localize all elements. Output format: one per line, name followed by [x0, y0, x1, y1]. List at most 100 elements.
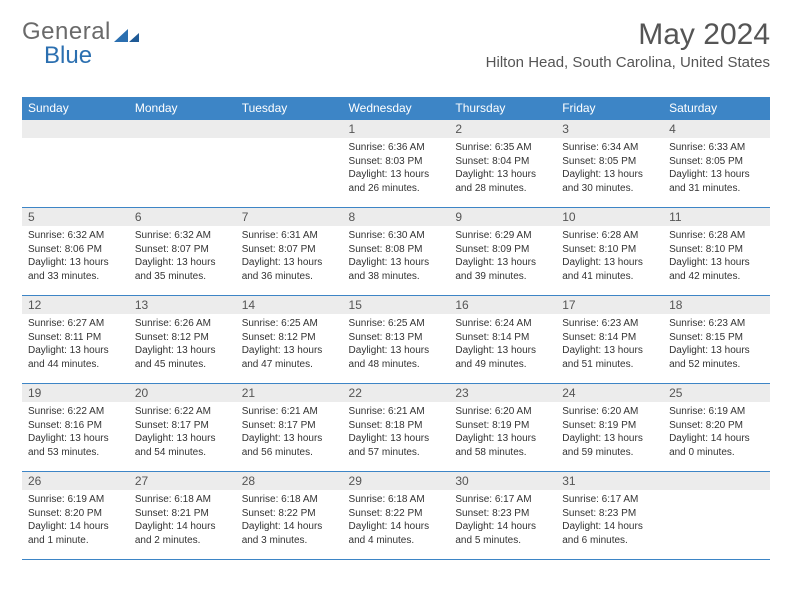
- day-number: 16: [449, 296, 556, 314]
- sunrise-line: Sunrise: 6:25 AM: [349, 317, 444, 331]
- sunset-line: Sunset: 8:06 PM: [28, 243, 123, 257]
- day-body: Sunrise: 6:20 AMSunset: 8:19 PMDaylight:…: [449, 402, 556, 463]
- calendar-empty-cell: [129, 120, 236, 208]
- day-body: Sunrise: 6:34 AMSunset: 8:05 PMDaylight:…: [556, 138, 663, 199]
- calendar-day-cell: 29Sunrise: 6:18 AMSunset: 8:22 PMDayligh…: [343, 472, 450, 560]
- sunset-line: Sunset: 8:16 PM: [28, 419, 123, 433]
- day-number: 24: [556, 384, 663, 402]
- calendar-day-cell: 15Sunrise: 6:25 AMSunset: 8:13 PMDayligh…: [343, 296, 450, 384]
- day-number: 17: [556, 296, 663, 314]
- weekday-header: Saturday: [663, 97, 770, 120]
- calendar-day-cell: 22Sunrise: 6:21 AMSunset: 8:18 PMDayligh…: [343, 384, 450, 472]
- logo-blue-text: Blue: [44, 42, 92, 70]
- sunset-line: Sunset: 8:11 PM: [28, 331, 123, 345]
- day-body: Sunrise: 6:36 AMSunset: 8:03 PMDaylight:…: [343, 138, 450, 199]
- day-body: Sunrise: 6:35 AMSunset: 8:04 PMDaylight:…: [449, 138, 556, 199]
- sunrise-line: Sunrise: 6:18 AM: [349, 493, 444, 507]
- sunset-line: Sunset: 8:19 PM: [562, 419, 657, 433]
- sunset-line: Sunset: 8:05 PM: [669, 155, 764, 169]
- sunrise-line: Sunrise: 6:17 AM: [455, 493, 550, 507]
- day-number: 11: [663, 208, 770, 226]
- day-number: 23: [449, 384, 556, 402]
- calendar-day-cell: 14Sunrise: 6:25 AMSunset: 8:12 PMDayligh…: [236, 296, 343, 384]
- day-number: 3: [556, 120, 663, 138]
- title-block: May 2024 Hilton Head, South Carolina, Un…: [486, 18, 770, 77]
- calendar-day-cell: 6Sunrise: 6:32 AMSunset: 8:07 PMDaylight…: [129, 208, 236, 296]
- daylight-line: Daylight: 13 hours and 53 minutes.: [28, 432, 123, 459]
- weekday-header: Monday: [129, 97, 236, 120]
- day-number: 9: [449, 208, 556, 226]
- day-body: Sunrise: 6:21 AMSunset: 8:18 PMDaylight:…: [343, 402, 450, 463]
- day-body: Sunrise: 6:25 AMSunset: 8:12 PMDaylight:…: [236, 314, 343, 375]
- daylight-line: Daylight: 13 hours and 28 minutes.: [455, 168, 550, 195]
- daylight-line: Daylight: 13 hours and 26 minutes.: [349, 168, 444, 195]
- sunrise-line: Sunrise: 6:34 AM: [562, 141, 657, 155]
- calendar-day-cell: 4Sunrise: 6:33 AMSunset: 8:05 PMDaylight…: [663, 120, 770, 208]
- sunset-line: Sunset: 8:08 PM: [349, 243, 444, 257]
- daylight-line: Daylight: 13 hours and 39 minutes.: [455, 256, 550, 283]
- day-body: Sunrise: 6:19 AMSunset: 8:20 PMDaylight:…: [22, 490, 129, 551]
- day-body: Sunrise: 6:19 AMSunset: 8:20 PMDaylight:…: [663, 402, 770, 463]
- calendar-day-cell: 21Sunrise: 6:21 AMSunset: 8:17 PMDayligh…: [236, 384, 343, 472]
- sunset-line: Sunset: 8:07 PM: [135, 243, 230, 257]
- sunset-line: Sunset: 8:18 PM: [349, 419, 444, 433]
- sunrise-line: Sunrise: 6:29 AM: [455, 229, 550, 243]
- weekday-header: Thursday: [449, 97, 556, 120]
- sunrise-line: Sunrise: 6:27 AM: [28, 317, 123, 331]
- sunset-line: Sunset: 8:12 PM: [242, 331, 337, 345]
- day-number: 15: [343, 296, 450, 314]
- day-body: Sunrise: 6:17 AMSunset: 8:23 PMDaylight:…: [449, 490, 556, 551]
- sunrise-line: Sunrise: 6:18 AM: [135, 493, 230, 507]
- day-body: Sunrise: 6:32 AMSunset: 8:07 PMDaylight:…: [129, 226, 236, 287]
- calendar-day-cell: 9Sunrise: 6:29 AMSunset: 8:09 PMDaylight…: [449, 208, 556, 296]
- daylight-line: Daylight: 13 hours and 33 minutes.: [28, 256, 123, 283]
- sunset-line: Sunset: 8:07 PM: [242, 243, 337, 257]
- weekday-header: Tuesday: [236, 97, 343, 120]
- sunset-line: Sunset: 8:04 PM: [455, 155, 550, 169]
- calendar-day-cell: 25Sunrise: 6:19 AMSunset: 8:20 PMDayligh…: [663, 384, 770, 472]
- daylight-line: Daylight: 14 hours and 4 minutes.: [349, 520, 444, 547]
- calendar-day-cell: 30Sunrise: 6:17 AMSunset: 8:23 PMDayligh…: [449, 472, 556, 560]
- sunrise-line: Sunrise: 6:19 AM: [28, 493, 123, 507]
- sunset-line: Sunset: 8:22 PM: [242, 507, 337, 521]
- calendar-day-cell: 26Sunrise: 6:19 AMSunset: 8:20 PMDayligh…: [22, 472, 129, 560]
- day-body: Sunrise: 6:27 AMSunset: 8:11 PMDaylight:…: [22, 314, 129, 375]
- daylight-line: Daylight: 13 hours and 59 minutes.: [562, 432, 657, 459]
- day-number: 7: [236, 208, 343, 226]
- calendar-day-cell: 8Sunrise: 6:30 AMSunset: 8:08 PMDaylight…: [343, 208, 450, 296]
- day-body: Sunrise: 6:18 AMSunset: 8:22 PMDaylight:…: [236, 490, 343, 551]
- calendar-day-cell: 20Sunrise: 6:22 AMSunset: 8:17 PMDayligh…: [129, 384, 236, 472]
- day-number: 29: [343, 472, 450, 490]
- sunrise-line: Sunrise: 6:23 AM: [669, 317, 764, 331]
- calendar-day-cell: 27Sunrise: 6:18 AMSunset: 8:21 PMDayligh…: [129, 472, 236, 560]
- day-number: 14: [236, 296, 343, 314]
- calendar-week-row: 1Sunrise: 6:36 AMSunset: 8:03 PMDaylight…: [22, 120, 770, 208]
- sunrise-line: Sunrise: 6:36 AM: [349, 141, 444, 155]
- calendar-day-cell: 16Sunrise: 6:24 AMSunset: 8:14 PMDayligh…: [449, 296, 556, 384]
- daylight-line: Daylight: 13 hours and 45 minutes.: [135, 344, 230, 371]
- calendar-day-cell: 19Sunrise: 6:22 AMSunset: 8:16 PMDayligh…: [22, 384, 129, 472]
- sunset-line: Sunset: 8:23 PM: [562, 507, 657, 521]
- day-number: 31: [556, 472, 663, 490]
- sunrise-line: Sunrise: 6:23 AM: [562, 317, 657, 331]
- day-body: Sunrise: 6:28 AMSunset: 8:10 PMDaylight:…: [556, 226, 663, 287]
- daylight-line: Daylight: 13 hours and 47 minutes.: [242, 344, 337, 371]
- calendar-day-cell: 11Sunrise: 6:28 AMSunset: 8:10 PMDayligh…: [663, 208, 770, 296]
- day-body: Sunrise: 6:22 AMSunset: 8:17 PMDaylight:…: [129, 402, 236, 463]
- day-number: 18: [663, 296, 770, 314]
- daylight-line: Daylight: 13 hours and 57 minutes.: [349, 432, 444, 459]
- day-number: 30: [449, 472, 556, 490]
- sunset-line: Sunset: 8:09 PM: [455, 243, 550, 257]
- sunrise-line: Sunrise: 6:17 AM: [562, 493, 657, 507]
- day-number: 13: [129, 296, 236, 314]
- sunrise-line: Sunrise: 6:19 AM: [669, 405, 764, 419]
- weekday-header-row: SundayMondayTuesdayWednesdayThursdayFrid…: [22, 97, 770, 120]
- sunrise-line: Sunrise: 6:21 AM: [242, 405, 337, 419]
- day-body: Sunrise: 6:31 AMSunset: 8:07 PMDaylight:…: [236, 226, 343, 287]
- day-body: Sunrise: 6:29 AMSunset: 8:09 PMDaylight:…: [449, 226, 556, 287]
- day-body: Sunrise: 6:17 AMSunset: 8:23 PMDaylight:…: [556, 490, 663, 551]
- calendar-day-cell: 13Sunrise: 6:26 AMSunset: 8:12 PMDayligh…: [129, 296, 236, 384]
- day-body: Sunrise: 6:20 AMSunset: 8:19 PMDaylight:…: [556, 402, 663, 463]
- day-number: 22: [343, 384, 450, 402]
- daylight-line: Daylight: 13 hours and 58 minutes.: [455, 432, 550, 459]
